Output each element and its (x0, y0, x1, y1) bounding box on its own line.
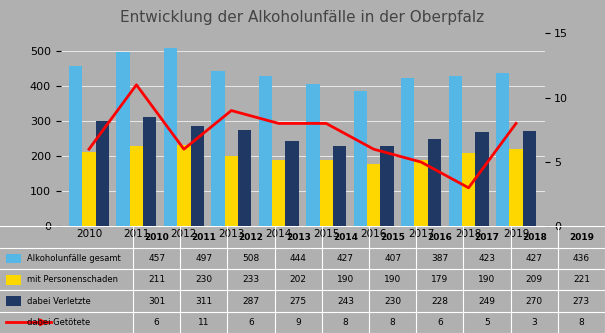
Text: 8: 8 (390, 318, 396, 327)
Bar (286, 141, 299, 226)
Text: 311: 311 (195, 296, 212, 306)
Text: dabei Verletzte: dabei Verletzte (27, 296, 91, 306)
Text: 423: 423 (479, 254, 495, 263)
Text: 2012: 2012 (238, 232, 264, 242)
Text: 436: 436 (573, 254, 590, 263)
Text: 209: 209 (526, 275, 543, 284)
Text: mit Personenschaden: mit Personenschaden (27, 275, 118, 284)
Text: 221: 221 (573, 275, 590, 284)
Bar (259, 77, 272, 226)
Bar (130, 146, 143, 226)
Bar (272, 160, 286, 226)
Text: 301: 301 (148, 296, 165, 306)
Bar (509, 149, 523, 226)
Text: 8: 8 (578, 318, 584, 327)
Text: 211: 211 (148, 275, 165, 284)
Bar (143, 117, 156, 226)
Text: 497: 497 (195, 254, 212, 263)
Bar (414, 160, 428, 226)
Text: 228: 228 (431, 296, 448, 306)
Text: 9: 9 (295, 318, 301, 327)
Text: 3: 3 (531, 318, 537, 327)
Text: 387: 387 (431, 254, 448, 263)
Text: 8: 8 (342, 318, 348, 327)
Text: 407: 407 (384, 254, 401, 263)
Text: 2010: 2010 (145, 232, 169, 242)
Text: 233: 233 (243, 275, 260, 284)
Bar (211, 71, 224, 226)
Text: 249: 249 (479, 296, 495, 306)
Bar (238, 130, 251, 226)
Bar (496, 73, 509, 226)
Text: 2013: 2013 (286, 232, 311, 242)
Text: 2019: 2019 (569, 232, 594, 242)
Text: 508: 508 (243, 254, 260, 263)
Text: 427: 427 (526, 254, 543, 263)
Text: 2014: 2014 (333, 232, 358, 242)
Text: 190: 190 (384, 275, 401, 284)
Text: 2015: 2015 (380, 232, 405, 242)
Text: 6: 6 (248, 318, 254, 327)
Text: 2011: 2011 (191, 232, 217, 242)
Bar (381, 147, 394, 226)
Text: 273: 273 (573, 296, 590, 306)
Bar (449, 77, 462, 226)
Text: 11: 11 (198, 318, 210, 327)
Text: 2016: 2016 (427, 232, 453, 242)
Bar (428, 139, 441, 226)
Text: 275: 275 (290, 296, 307, 306)
Text: 243: 243 (337, 296, 354, 306)
Bar (462, 153, 475, 226)
Bar (354, 91, 367, 226)
Bar (306, 84, 319, 226)
Text: 230: 230 (195, 275, 212, 284)
Text: 230: 230 (384, 296, 401, 306)
Bar (117, 52, 130, 226)
Bar (475, 132, 488, 226)
Text: Alkoholunfälle gesamt: Alkoholunfälle gesamt (27, 254, 121, 263)
Bar (69, 66, 82, 226)
Bar (191, 126, 204, 226)
Bar (367, 164, 381, 226)
Bar (96, 121, 109, 226)
Text: 444: 444 (290, 254, 307, 263)
Bar (177, 145, 191, 226)
Text: 190: 190 (479, 275, 495, 284)
Text: 5: 5 (484, 318, 490, 327)
Text: Entwicklung der Alkoholunfälle in der Oberpfalz: Entwicklung der Alkoholunfälle in der Ob… (120, 10, 485, 25)
Bar (319, 160, 333, 226)
Bar (224, 156, 238, 226)
Text: 6: 6 (154, 318, 160, 327)
Text: 190: 190 (337, 275, 354, 284)
Text: 2017: 2017 (474, 232, 500, 242)
Text: 457: 457 (148, 254, 165, 263)
Bar (164, 48, 177, 226)
Text: 2018: 2018 (522, 232, 547, 242)
Text: dabei Getötete: dabei Getötete (27, 318, 91, 327)
Bar (6, 254, 21, 263)
Bar (6, 296, 21, 306)
Bar (6, 275, 21, 284)
Text: 179: 179 (431, 275, 448, 284)
Text: 427: 427 (337, 254, 354, 263)
Text: 202: 202 (290, 275, 307, 284)
Text: 270: 270 (526, 296, 543, 306)
Bar (333, 146, 346, 226)
Bar (401, 78, 414, 226)
Text: 6: 6 (437, 318, 443, 327)
Text: 287: 287 (243, 296, 260, 306)
Bar (82, 152, 96, 226)
Bar (523, 131, 536, 226)
